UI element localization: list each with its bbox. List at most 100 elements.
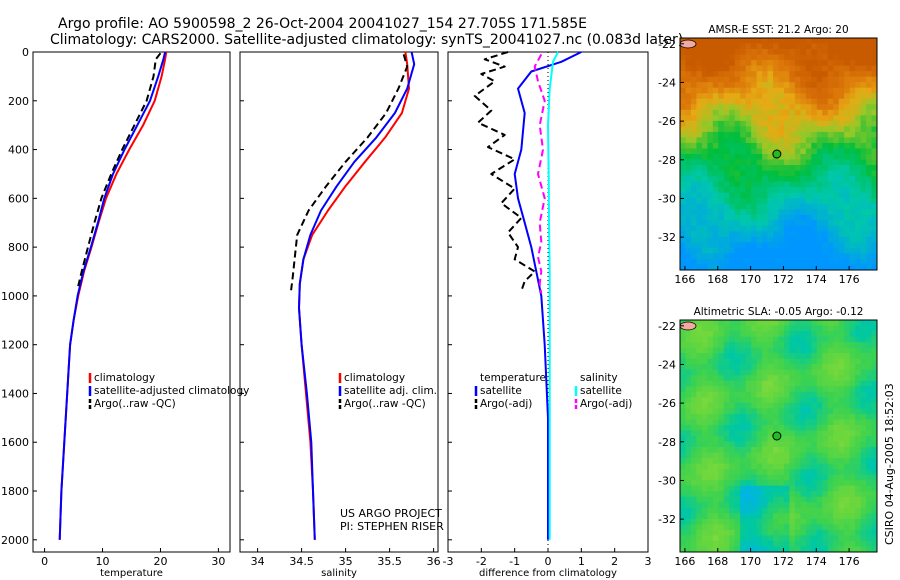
sla-map-cell [800,380,807,387]
sla-map-cell [740,436,747,442]
sla-map-cell [778,535,785,542]
sst-map-cell [827,176,834,183]
sla-map-cell [767,413,774,420]
sst-map-cell [871,264,878,271]
sla-map-cell [805,491,812,498]
sst-map-cell [767,54,774,61]
sst-map-cell [690,54,697,61]
sst-map-cell [756,65,763,72]
sst-map-cell [811,71,818,78]
sla-map-cell [805,496,812,503]
temperature-legend-label: climatology [94,372,155,384]
sst-map-cell [822,247,829,254]
sla-map-cell [773,535,779,542]
sla-map-cell [729,469,736,476]
sst-map-cell [685,131,692,138]
sla-map-cell [712,447,719,453]
sla-map-cell [767,347,774,354]
sla-map-cell [685,408,692,415]
sla-map-cell [685,413,692,420]
sla-map-cell [756,358,763,365]
sla-map-cell [827,391,834,398]
sst-map-cell [729,209,736,216]
sla-map-cell [816,336,823,343]
sst-map-cell [855,187,861,194]
sla-map-cell [767,524,774,531]
sla-map-cell [696,436,703,442]
sst-map-cell [729,165,736,171]
sla-map-cell [838,458,845,465]
sst-map-cell [794,93,801,100]
sla-map-cell [827,397,834,404]
sst-map-cell [718,115,725,122]
sst-map-cell [773,120,779,127]
sst-map-cell [816,192,823,199]
sla-map-cell [690,331,697,337]
sla-map-cell [838,474,845,481]
sst-map-cell [751,142,758,149]
sla-map-cell [811,491,818,498]
sst-map-cell [866,104,872,111]
sla-map-cell [844,364,851,371]
sst-map-cell [849,49,856,55]
sst-map-cell [816,258,823,265]
sst-map-cell [833,253,840,260]
sst-map-cell [767,98,774,105]
sst-map-cell [751,76,758,83]
sla-map-cell [844,336,851,343]
sla-map-cell [740,325,747,332]
sla-map-cell [734,529,741,536]
sst-map-cell [718,120,725,127]
sst-map-cell [844,60,851,67]
sla-map-cell [701,513,708,520]
sst-map-cell [729,170,736,177]
sla-map-cell [756,336,763,343]
sst-map-cell [701,142,708,149]
sst-map-cell [696,242,703,249]
sst-map-cell [816,159,823,166]
sla-map-cell [751,524,758,531]
figure-subtitle: Climatology: CARS2000. Satellite-adjuste… [50,32,683,48]
sst-map-cell [680,120,686,127]
sla-map-cell [723,513,730,520]
sla-map-cell [751,364,758,371]
sst-map-cell [718,253,725,260]
sst-map-cell [811,176,818,183]
sst-map-cell [718,82,725,89]
sla-map-cell [751,441,758,448]
sst-map-cell [701,82,708,89]
sla-map-cell [718,419,725,426]
sla-map-cell [740,347,747,354]
temperature-ytick-label: 200 [8,95,29,108]
sst-map-cell [860,187,867,194]
sla-map-cell [866,325,872,332]
sst-map-cell [866,198,872,205]
sst-map-cell [827,120,834,127]
sst-map-cell [838,231,845,238]
sla-map-cell [767,458,774,465]
sla-map-cell [816,480,823,487]
sst-map-cell [756,98,763,105]
sst-map-cell [762,104,768,111]
sla-map-cell [756,424,763,431]
sla-map-cell [800,342,807,349]
sla-map-cell [838,452,845,459]
sst-map-cell [833,54,840,61]
sst-map-cell [822,137,829,144]
sla-map-cell [866,529,872,536]
sla-map-cell [696,524,703,531]
sst-map-cell [751,54,758,61]
sla-map-cell [773,331,779,337]
salinity-axes-frame [239,51,439,553]
sla-map-cell [718,447,725,453]
sla-map-cell [827,325,834,332]
sst-map-cell [729,192,736,199]
sla-map-cell [745,535,752,542]
sla-map-cell [740,419,747,426]
sla-map-cell [740,529,747,536]
sst-map-cell [783,220,790,227]
sla-map-cell [816,380,823,387]
sla-map-cell [816,369,823,376]
sla-map-cell [751,413,758,420]
sla-map-cell [685,364,692,371]
